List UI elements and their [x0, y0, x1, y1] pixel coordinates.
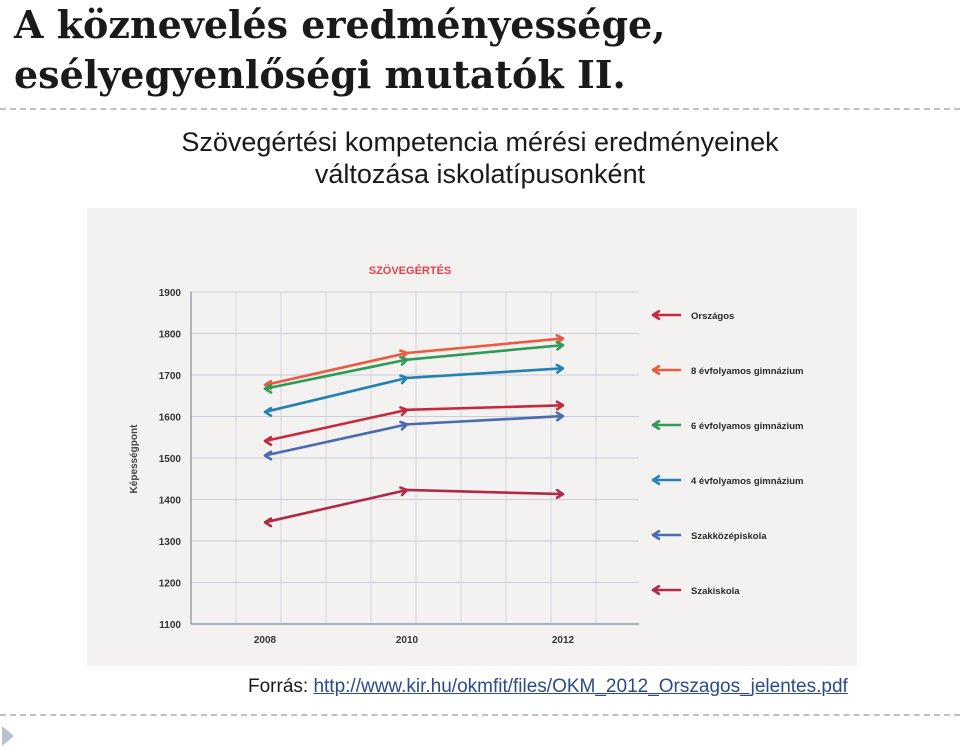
- data-point-marker: [399, 406, 409, 417]
- chart-grid: [190, 291, 639, 625]
- legend-label: Szakiskola: [691, 586, 740, 597]
- data-point-marker: [399, 486, 409, 497]
- chart-legend: Országos 8 évfolyamos gimnázium 6 évfolyam…: [651, 309, 803, 597]
- slide-title: A köznevelés eredményessége, esélyegyenl…: [14, 0, 954, 100]
- y-tick-label: 1300: [159, 537, 182, 548]
- data-point-marker: [555, 333, 565, 345]
- legend-label: Szakközépiskola: [691, 531, 767, 542]
- source-label: Forrás:: [248, 676, 314, 697]
- source-link[interactable]: http://www.kir.hu/okmfit/files/OKM_2012_…: [313, 676, 848, 697]
- legend-arrow-icon: [651, 584, 661, 596]
- slide-title-line-1: A köznevelés eredményessége,: [14, 2, 666, 47]
- data-point-marker: [263, 383, 273, 394]
- chart-title: SZÖVEGÉRTÉS: [369, 264, 452, 277]
- data-point-marker: [399, 420, 409, 431]
- y-tick-label: 1800: [159, 330, 182, 341]
- x-tick-label: 2012: [552, 635, 575, 646]
- y-tick-label: 1100: [159, 620, 181, 631]
- y-tick-label: 1900: [159, 288, 182, 299]
- y-tick-label: 1700: [159, 371, 182, 382]
- subtitle-line-1: Szövegértési kompetencia mérési eredmény…: [181, 127, 779, 157]
- slide-subtitle: Szövegértési kompetencia mérési eredmény…: [0, 126, 960, 190]
- legend-arrow-icon: [651, 364, 661, 376]
- line-chart: 1100 1200 1300 1400 1500 1600 1700 1800 1900 2008…: [129, 264, 803, 646]
- legend-label: 4 évfolyamos gimnázium: [691, 476, 803, 487]
- data-point-marker: [555, 340, 565, 351]
- chart-axes: 1100 1200 1300 1400 1500 1600 1700 1800 1900 2008…: [159, 288, 639, 646]
- slide-title-line-2: esélyegyenlőségi mutatók II.: [14, 52, 626, 97]
- chart-panel: 1100 1200 1300 1400 1500 1600 1700 1800 1900 2008…: [87, 208, 857, 666]
- series-line: [264, 414, 564, 457]
- subtitle-line-2: változása iskolatípusonként: [314, 159, 646, 189]
- data-point-marker: [555, 488, 565, 499]
- data-point-marker: [399, 374, 409, 385]
- data-point-marker: [399, 349, 409, 360]
- data-point-marker: [555, 400, 565, 411]
- legend-arrow-icon: [651, 474, 661, 486]
- slide-nav-arrow-icon: [2, 726, 14, 746]
- top-divider: [0, 108, 960, 110]
- data-point-marker: [555, 411, 565, 422]
- data-point-marker: [263, 406, 273, 417]
- legend-label: 6 évfolyamos gimnázium: [691, 421, 803, 432]
- legend-label: Országos: [691, 311, 734, 322]
- y-tick-label: 1500: [159, 454, 182, 465]
- y-axis-label: Képességpont: [129, 424, 140, 494]
- y-tick-label: 1600: [159, 413, 182, 424]
- legend-arrow-icon: [651, 529, 661, 541]
- y-tick-label: 1200: [159, 579, 182, 590]
- data-point-marker: [263, 517, 273, 528]
- data-point-marker: [263, 450, 273, 461]
- bottom-divider: [0, 714, 960, 716]
- x-tick-label: 2008: [254, 635, 277, 646]
- chart-series: [263, 333, 565, 528]
- legend-label: 8 évfolyamos gimnázium: [691, 366, 803, 377]
- legend-arrow-icon: [651, 309, 661, 321]
- series-line: [264, 488, 564, 524]
- data-point-marker: [555, 363, 565, 374]
- x-tick-label: 2010: [396, 635, 419, 646]
- data-point-marker: [399, 355, 409, 366]
- data-point-marker: [263, 435, 273, 447]
- y-tick-label: 1400: [159, 496, 182, 507]
- legend-arrow-icon: [651, 419, 661, 431]
- source-citation: Forrás: http://www.kir.hu/okmfit/files/O…: [248, 676, 848, 698]
